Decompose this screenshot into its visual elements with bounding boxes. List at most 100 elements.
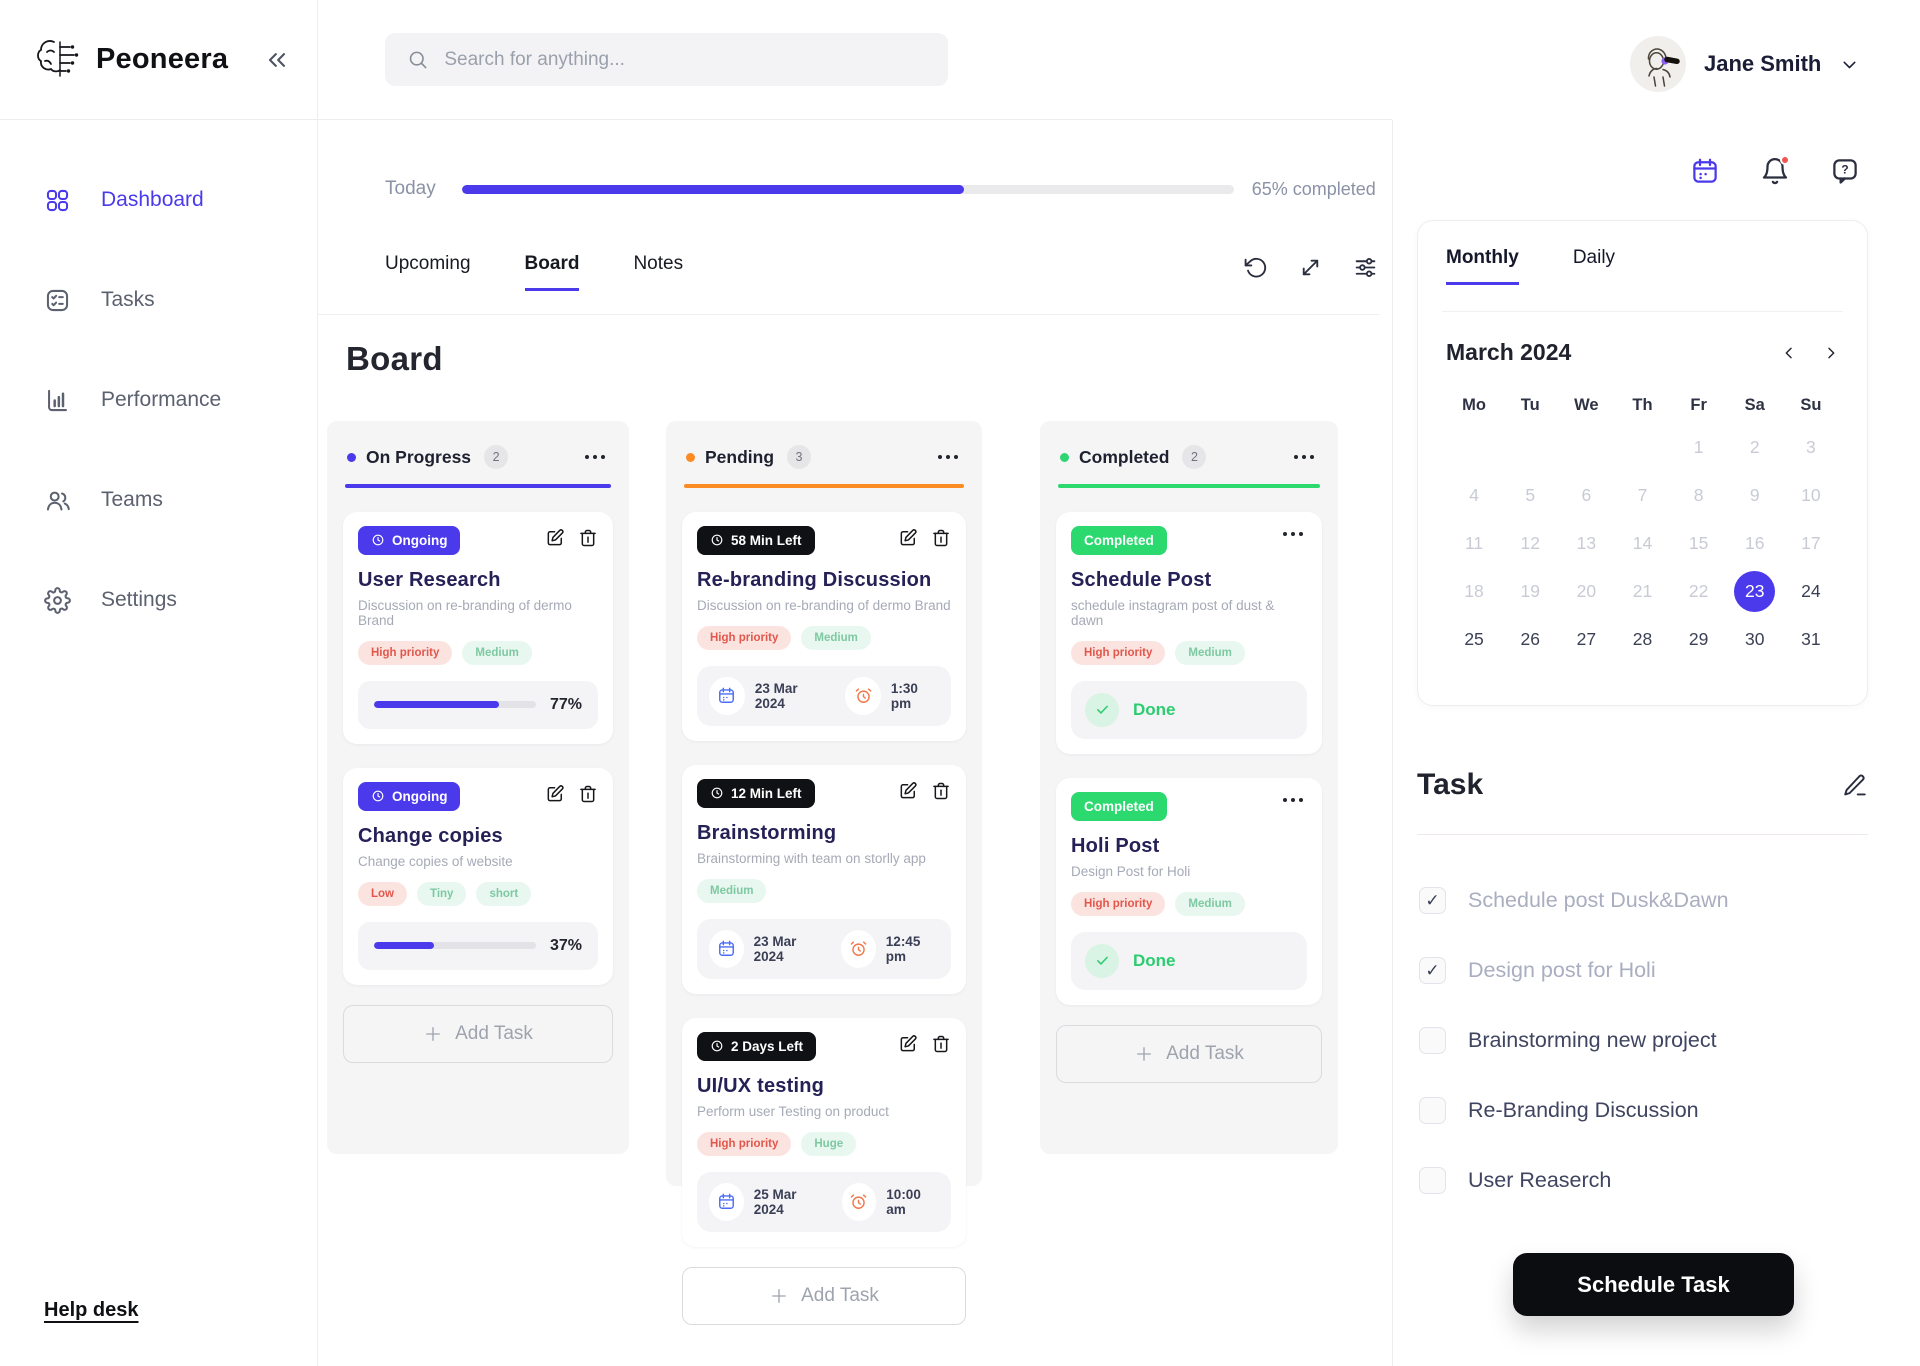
task-item[interactable]: Re-Branding Discussion bbox=[1419, 1088, 1870, 1132]
next-month-icon[interactable] bbox=[1823, 345, 1839, 361]
task-item[interactable]: Schedule post Dusk&Dawn bbox=[1419, 878, 1870, 922]
prev-month-icon[interactable] bbox=[1781, 345, 1797, 361]
search-input[interactable] bbox=[444, 48, 926, 71]
edit-icon[interactable] bbox=[545, 784, 565, 804]
calendar-day[interactable]: 28 bbox=[1632, 628, 1653, 649]
calendar-day[interactable]: 17 bbox=[1801, 532, 1821, 553]
tab-notes[interactable]: Notes bbox=[633, 253, 684, 274]
size-tag: Medium bbox=[801, 625, 871, 650]
calendar-day[interactable]: 3 bbox=[1806, 436, 1816, 457]
calendar-shortcut[interactable] bbox=[1690, 156, 1720, 186]
collapse-sidebar-icon[interactable] bbox=[263, 46, 291, 74]
add-task-button[interactable]: Add Task bbox=[343, 1004, 613, 1063]
trash-icon[interactable] bbox=[931, 528, 951, 548]
calendar-day[interactable]: 15 bbox=[1688, 532, 1709, 553]
tab-monthly[interactable]: Monthly bbox=[1446, 247, 1519, 285]
task-card[interactable]: 12 Min Left Brainstorming Brainstorming … bbox=[682, 764, 966, 994]
sidebar-item-performance[interactable]: Performance bbox=[0, 376, 317, 424]
help[interactable] bbox=[1830, 156, 1860, 186]
calendar-day[interactable]: 16 bbox=[1745, 532, 1765, 553]
calendar-day[interactable]: 21 bbox=[1632, 580, 1653, 601]
schedule-task-button[interactable]: Schedule Task bbox=[1513, 1253, 1794, 1316]
task-card[interactable]: Ongoing User Research Discussion on re-b… bbox=[343, 511, 613, 744]
calendar-day[interactable]: 8 bbox=[1693, 484, 1704, 505]
calendar-day[interactable]: 25 bbox=[1464, 628, 1484, 649]
calendar-day[interactable]: 6 bbox=[1581, 484, 1592, 505]
card-progress-label: 77% bbox=[549, 695, 582, 713]
card-menu[interactable] bbox=[1279, 792, 1307, 808]
task-card[interactable]: Ongoing Change copies Change copies of w… bbox=[343, 767, 613, 985]
search-bar[interactable] bbox=[385, 33, 948, 86]
calendar-day[interactable]: 4 bbox=[1469, 484, 1479, 505]
calendar-day[interactable]: 11 bbox=[1464, 532, 1484, 553]
edit-pencil-icon[interactable] bbox=[1842, 772, 1868, 798]
user-menu[interactable]: Jane Smith bbox=[1630, 36, 1860, 92]
sidebar-item-settings[interactable]: Settings bbox=[0, 576, 317, 624]
edit-icon[interactable] bbox=[898, 1034, 918, 1054]
calendar-day[interactable]: 12 bbox=[1520, 532, 1540, 553]
calendar-day[interactable]: 9 bbox=[1749, 484, 1760, 505]
refresh-icon[interactable] bbox=[1243, 255, 1268, 280]
calendar-day[interactable]: 14 bbox=[1632, 532, 1653, 553]
task-checkbox[interactable] bbox=[1419, 956, 1446, 984]
edit-icon[interactable] bbox=[545, 528, 565, 548]
notifications[interactable] bbox=[1760, 155, 1790, 186]
task-card[interactable]: Completed Holi Post Design Post for Holi… bbox=[1056, 777, 1322, 1005]
status-dot bbox=[347, 452, 356, 462]
calendar-day[interactable]: 26 bbox=[1520, 628, 1540, 649]
calendar-day[interactable]: 19 bbox=[1520, 580, 1540, 601]
sidebar-item-tasks[interactable]: Tasks bbox=[0, 276, 317, 324]
sidebar-item-label: Teams bbox=[101, 488, 163, 511]
task-item[interactable]: Brainstorming new project bbox=[1419, 1018, 1870, 1062]
calendar-day[interactable]: 10 bbox=[1801, 484, 1821, 505]
calendar-day[interactable]: 27 bbox=[1576, 628, 1597, 649]
calendar-day[interactable]: 18 bbox=[1464, 580, 1484, 601]
calendar-day[interactable]: 7 bbox=[1637, 484, 1648, 505]
edit-icon[interactable] bbox=[898, 528, 918, 548]
add-task-button[interactable]: Add Task bbox=[682, 1266, 966, 1325]
calendar-day[interactable]: 24 bbox=[1801, 580, 1821, 601]
help-desk-link[interactable]: Help desk bbox=[44, 1299, 139, 1321]
add-task-button[interactable]: Add Task bbox=[1056, 1024, 1322, 1083]
calendar-blank bbox=[1558, 423, 1614, 471]
calendar-day[interactable]: 13 bbox=[1576, 532, 1597, 553]
calendar-day[interactable]: 1 bbox=[1693, 436, 1704, 457]
tab-board[interactable]: Board bbox=[524, 253, 580, 291]
task-card[interactable]: 58 Min Left Re-branding Discussion Discu… bbox=[682, 511, 966, 741]
trash-icon[interactable] bbox=[578, 784, 598, 804]
calendar-day-selected[interactable]: 23 bbox=[1734, 570, 1776, 612]
filter-sliders-icon[interactable] bbox=[1353, 255, 1378, 280]
calendar-day[interactable]: 30 bbox=[1745, 628, 1765, 649]
column-menu[interactable] bbox=[1290, 449, 1318, 465]
sidebar-item-dashboard[interactable]: Dashboard bbox=[0, 176, 317, 224]
trash-icon[interactable] bbox=[931, 1034, 951, 1054]
task-checkbox[interactable] bbox=[1419, 1166, 1446, 1194]
calendar-day[interactable]: 20 bbox=[1576, 580, 1597, 601]
sidebar-item-teams[interactable]: Teams bbox=[0, 476, 317, 524]
expand-icon[interactable] bbox=[1298, 255, 1323, 280]
calendar-day[interactable]: 5 bbox=[1525, 484, 1536, 505]
task-item[interactable]: Design post for Holi bbox=[1419, 948, 1870, 992]
task-checkbox[interactable] bbox=[1419, 1026, 1446, 1054]
calendar-day[interactable]: 31 bbox=[1801, 628, 1821, 649]
trash-icon[interactable] bbox=[578, 528, 598, 548]
task-checkbox[interactable] bbox=[1419, 1096, 1446, 1124]
bar-chart-icon bbox=[44, 387, 71, 414]
column-title: Pending bbox=[705, 446, 775, 467]
card-menu[interactable] bbox=[1279, 526, 1307, 542]
task-checkbox[interactable] bbox=[1419, 886, 1446, 914]
column-title: On Progress bbox=[366, 446, 472, 467]
trash-icon[interactable] bbox=[931, 781, 951, 801]
column-menu[interactable] bbox=[581, 449, 609, 465]
task-card[interactable]: 2 Days Left UI/UX testing Perform user T… bbox=[682, 1017, 966, 1247]
notification-dot bbox=[1780, 155, 1790, 165]
column-menu[interactable] bbox=[934, 449, 962, 465]
tab-daily[interactable]: Daily bbox=[1572, 247, 1616, 268]
calendar-day[interactable]: 29 bbox=[1688, 628, 1709, 649]
task-item[interactable]: User Reaserch bbox=[1419, 1158, 1870, 1202]
calendar-day[interactable]: 2 bbox=[1749, 436, 1760, 457]
tab-upcoming[interactable]: Upcoming bbox=[385, 253, 471, 274]
task-card[interactable]: Completed Schedule Post schedule instagr… bbox=[1056, 511, 1322, 754]
edit-icon[interactable] bbox=[898, 781, 918, 801]
calendar-day[interactable]: 22 bbox=[1688, 580, 1709, 601]
